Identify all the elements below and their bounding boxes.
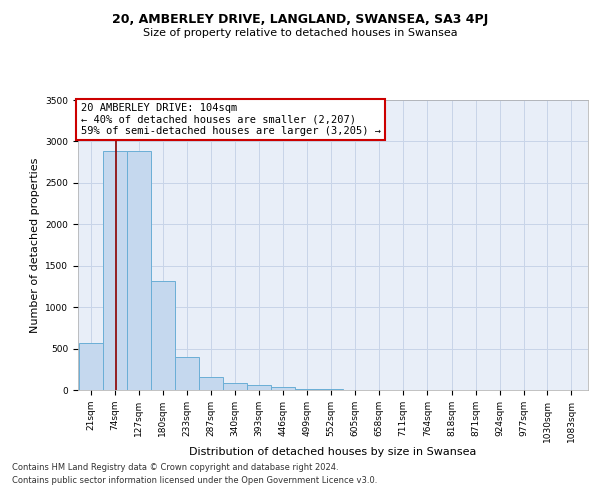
Text: 20 AMBERLEY DRIVE: 104sqm
← 40% of detached houses are smaller (2,207)
59% of se: 20 AMBERLEY DRIVE: 104sqm ← 40% of detac… xyxy=(80,103,380,136)
X-axis label: Distribution of detached houses by size in Swansea: Distribution of detached houses by size … xyxy=(190,448,476,458)
Text: Contains public sector information licensed under the Open Government Licence v3: Contains public sector information licen… xyxy=(12,476,377,485)
Text: Size of property relative to detached houses in Swansea: Size of property relative to detached ho… xyxy=(143,28,457,38)
Bar xyxy=(223,382,247,390)
Bar xyxy=(103,152,127,390)
Y-axis label: Number of detached properties: Number of detached properties xyxy=(30,158,40,332)
Text: Contains HM Land Registry data © Crown copyright and database right 2024.: Contains HM Land Registry data © Crown c… xyxy=(12,464,338,472)
Bar xyxy=(199,377,223,390)
Bar xyxy=(127,152,151,390)
Bar xyxy=(247,385,271,390)
Bar xyxy=(79,343,103,390)
Bar xyxy=(151,282,175,390)
Bar xyxy=(295,389,319,390)
Bar xyxy=(175,357,199,390)
Bar xyxy=(271,387,295,390)
Text: 20, AMBERLEY DRIVE, LANGLAND, SWANSEA, SA3 4PJ: 20, AMBERLEY DRIVE, LANGLAND, SWANSEA, S… xyxy=(112,12,488,26)
